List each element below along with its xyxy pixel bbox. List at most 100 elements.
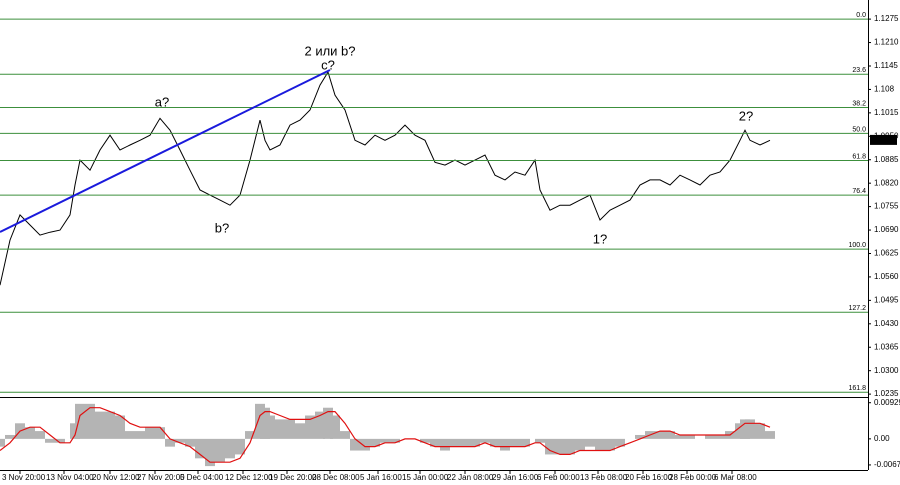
y-tick-label: -0.0067 (874, 460, 900, 469)
fib-label: 100.0 (848, 242, 866, 249)
price-line (0, 70, 771, 286)
histogram-bar (0, 438, 5, 447)
y-tick-label: 1.0430 (874, 319, 899, 328)
histogram-bar (575, 438, 585, 451)
x-tick-label: 12 Dec 12:00 (225, 473, 273, 482)
histogram-bar (420, 438, 430, 443)
histogram-bar (380, 438, 390, 443)
histogram-bar (205, 438, 215, 467)
y-tick-label: 1.0300 (874, 366, 899, 375)
histogram-bar (350, 438, 360, 451)
histogram-bar (595, 438, 605, 451)
histogram-bar (115, 415, 125, 439)
histogram-bar (155, 427, 165, 439)
wave-label: c? (321, 57, 335, 72)
histogram-bar (265, 415, 275, 439)
histogram-bar (245, 431, 255, 439)
y-tick-label: 1.0820 (874, 178, 899, 187)
y-tick-label: 1.0235 (874, 389, 899, 398)
histogram-bar (500, 438, 510, 451)
histogram-bar (215, 438, 225, 463)
histogram-bar (235, 438, 245, 455)
histogram-bar (85, 403, 95, 439)
x-tick-label: 20 Feb 16:00 (625, 473, 673, 482)
histogram-bar (545, 438, 555, 455)
histogram-bar (105, 411, 115, 439)
histogram-bar (635, 434, 645, 439)
histogram-bar (765, 431, 775, 439)
x-tick-label: 13 Feb 08:00 (580, 473, 628, 482)
histogram-bar (535, 438, 545, 443)
last-price-box (870, 134, 897, 145)
histogram-bar (340, 431, 350, 439)
histogram-bar (195, 438, 205, 459)
x-tick-label: 5 Dec 04:00 (180, 473, 224, 482)
trend-line (0, 69, 331, 233)
histogram-bar (165, 438, 175, 447)
y-tick-label: 1.1145 (874, 61, 898, 70)
y-tick-label: 0.00 (874, 434, 890, 443)
histogram-bar (95, 411, 105, 439)
x-tick-label: 6 Mar 08:00 (714, 473, 757, 482)
histogram-bar (315, 411, 325, 439)
wave-label: 2 или b? (304, 43, 355, 58)
histogram-bar (323, 407, 333, 439)
histogram-bar (285, 419, 295, 439)
x-tick-label: 3 Nov 20:00 (2, 473, 46, 482)
histogram-bar (390, 438, 400, 443)
y-tick-label: 1.0625 (874, 249, 899, 258)
fib-label: 127.2 (848, 305, 866, 312)
histogram-bar (360, 438, 370, 451)
fib-label: 50.0 (852, 126, 866, 133)
histogram-bar (370, 438, 380, 447)
histogram-bar (705, 434, 715, 439)
y-tick-label: 1.1210 (874, 38, 899, 47)
histogram-bar (510, 438, 520, 447)
histogram-bar (125, 431, 135, 439)
histogram-bar (460, 438, 470, 447)
histogram-bar (45, 438, 55, 443)
fib-label: 161.8 (848, 385, 866, 392)
histogram-bar (430, 438, 440, 447)
fib-label: 76.4 (852, 188, 866, 195)
histogram-bar (145, 427, 155, 439)
histogram-bar (135, 431, 145, 439)
histogram-bar (305, 415, 315, 439)
last-price-label: 1.0940 (872, 135, 897, 144)
fib-label: 38.2 (852, 100, 866, 107)
histogram-bar (745, 419, 755, 439)
histogram-bar (555, 438, 565, 455)
histogram-bar (665, 431, 675, 439)
histogram-bar (440, 438, 450, 451)
y-tick-label: 1.0755 (874, 202, 899, 211)
histogram-bar (175, 438, 185, 443)
histogram-bar (450, 438, 460, 447)
fib-label: 61.8 (852, 153, 866, 160)
signal-line (0, 407, 771, 463)
x-tick-label: 5 Jan 16:00 (360, 473, 402, 482)
histogram-bar (55, 438, 65, 443)
histogram-bar (755, 423, 765, 439)
histogram-bar (565, 438, 575, 455)
histogram-bar (225, 438, 235, 459)
y-tick-label: 1.0365 (874, 342, 899, 351)
x-tick-label: 27 Nov 20:00 (137, 473, 185, 482)
histogram-bar (585, 438, 595, 447)
x-tick-label: 13 Nov 04:00 (46, 473, 94, 482)
x-tick-label: 28 Feb 00:00 (669, 473, 717, 482)
y-tick-label: 1.0690 (874, 225, 899, 234)
fib-label: 0.0 (856, 12, 866, 19)
histogram-bar (490, 438, 500, 447)
histogram-bar (605, 438, 615, 451)
y-tick-label: 1.108 (874, 85, 895, 94)
histogram-bar (275, 419, 285, 439)
x-tick-label: 6 Feb 00:00 (537, 473, 580, 482)
histogram-bar (330, 415, 340, 439)
y-tick-label: 1.1015 (874, 108, 899, 117)
histogram-bar (75, 403, 85, 439)
histogram-bar (185, 438, 195, 447)
histogram-bar (715, 434, 725, 439)
x-tick-label: 19 Dec 20:00 (269, 473, 317, 482)
